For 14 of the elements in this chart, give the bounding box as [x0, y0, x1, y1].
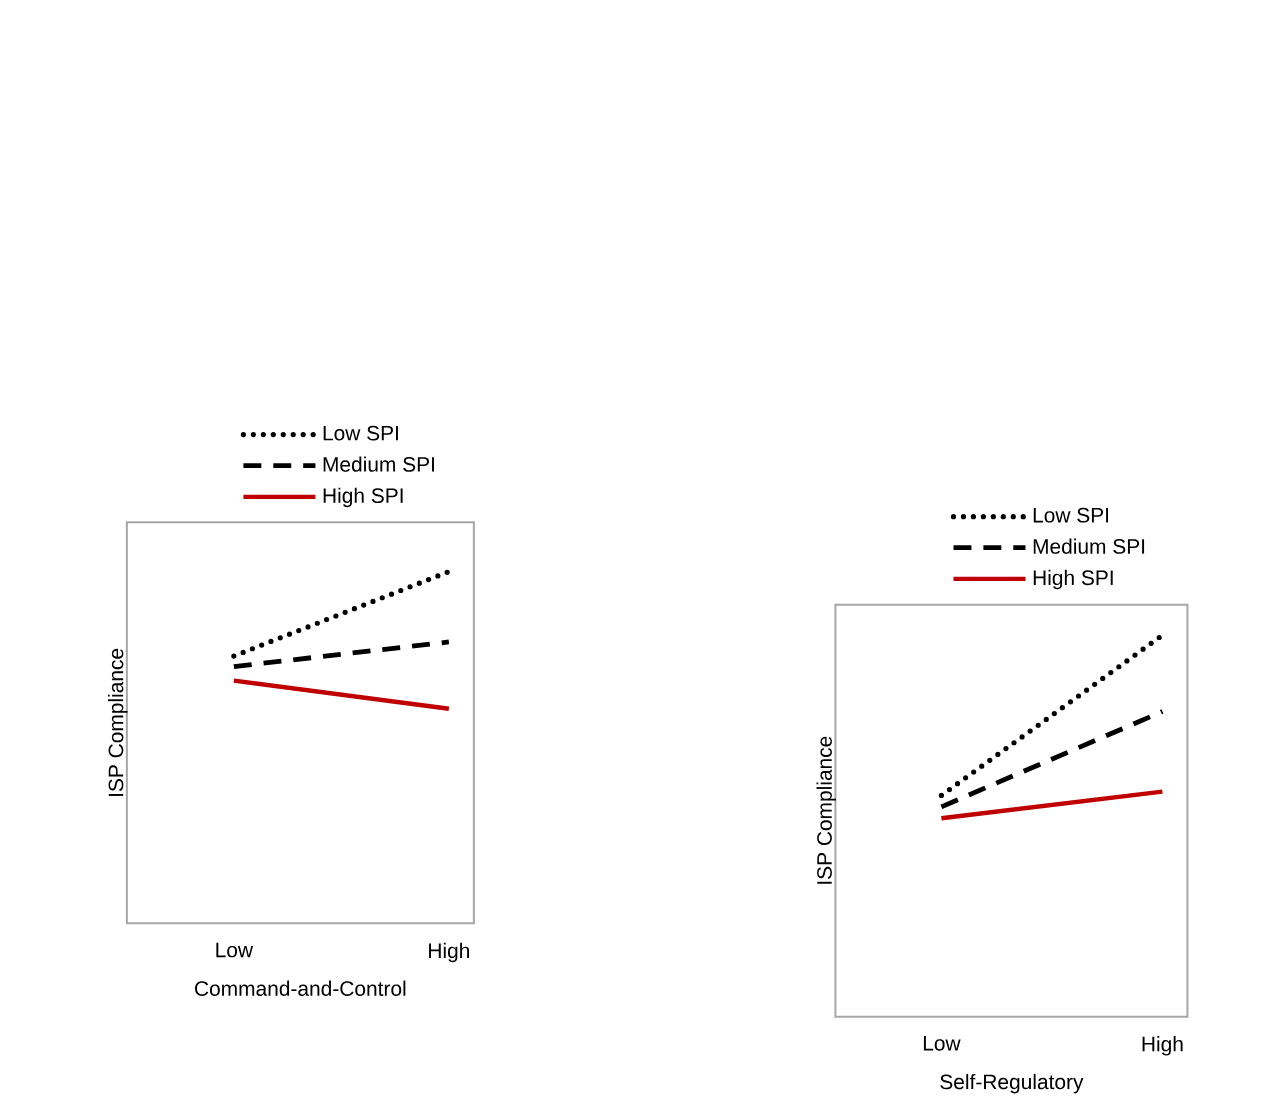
y-axis-title: ISP Compliance	[816, 736, 837, 884]
legend-label: Medium SPI	[323, 456, 434, 472]
x-axis-title: Command-and-Control	[195, 980, 406, 996]
legend-label: High SPI	[323, 487, 403, 508]
x-tick-label: High	[1142, 1035, 1183, 1056]
legend-label: Low SPI	[1033, 507, 1109, 523]
x-tick-label: High	[429, 942, 470, 963]
legend-label: High SPI	[1033, 569, 1113, 590]
legend-label: Low SPI	[323, 425, 398, 441]
y-axis-title: ISP Compliance	[107, 648, 128, 796]
legend-label: Medium SPI	[1033, 538, 1145, 554]
x-tick-label: Low	[216, 942, 254, 958]
x-axis-title: Self-Regulatory	[940, 1073, 1084, 1094]
x-tick-label: Low	[923, 1035, 961, 1051]
